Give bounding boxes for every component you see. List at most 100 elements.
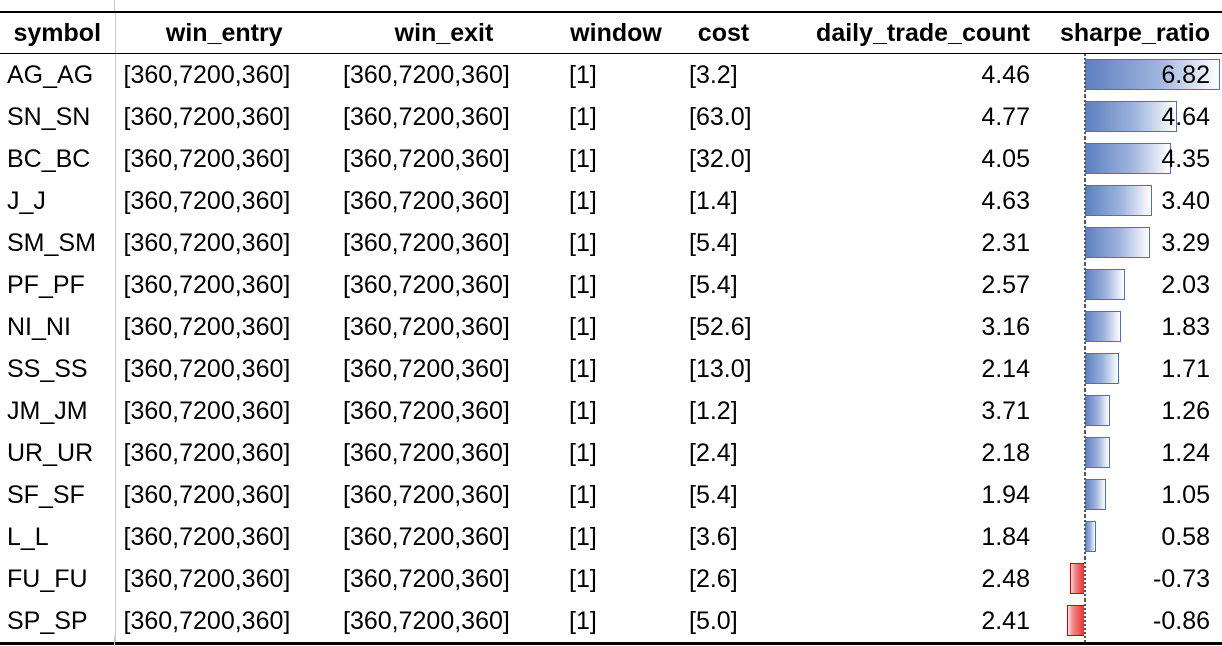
- sharpe-value: 1.24: [1161, 439, 1210, 467]
- sharpe-axis-line: [1084, 96, 1086, 138]
- table-row[interactable]: UR_UR [360,7200,360] [360,7200,360] [1] [2.4…: [0, 432, 1222, 474]
- sharpe-bar-positive: [1085, 143, 1172, 174]
- cell-window: [1]: [569, 438, 597, 467]
- cell-window: [1]: [569, 228, 597, 257]
- cell-window: [1]: [569, 522, 597, 551]
- table-row[interactable]: SF_SF [360,7200,360] [360,7200,360] [1] [5.4…: [0, 474, 1222, 516]
- cell-win-exit: [360,7200,360]: [343, 312, 510, 341]
- cell-win-exit: [360,7200,360]: [343, 102, 510, 131]
- cell-symbol: SP_SP: [0, 600, 116, 645]
- cell-symbol: JM_JM: [0, 390, 116, 432]
- table-row[interactable]: AG_AG [360,7200,360] [360,7200,360] [1] [3.2…: [0, 53, 1222, 96]
- sharpe-bar-negative: [1069, 563, 1084, 594]
- cell-win-exit: [360,7200,360]: [333, 600, 555, 645]
- cell-daily-trade-count: 2.18: [981, 438, 1030, 467]
- cell-window: [1]: [569, 312, 597, 341]
- cell-window: [1]: [569, 144, 597, 173]
- header-win-exit[interactable]: win_exit: [333, 11, 555, 54]
- cell-sharpe-ratio: 3.29: [1042, 222, 1222, 264]
- table-row[interactable]: J_J [360,7200,360] [360,7200,360] [1] [1.4] 4…: [0, 180, 1222, 222]
- cell-symbol: SS_SS: [0, 348, 116, 390]
- cell-daily-trade-count: 3.71: [981, 396, 1030, 425]
- cell-cost: [32.0]: [689, 144, 752, 173]
- table-row[interactable]: FU_FU [360,7200,360] [360,7200,360] [1] [2.6…: [0, 558, 1222, 600]
- cell-win-exit: [360,7200,360]: [343, 186, 510, 215]
- sharpe-bar-positive: [1085, 101, 1177, 132]
- sharpe-axis-line: [1084, 348, 1086, 390]
- cell-win-entry: [360,7200,360]: [123, 60, 291, 89]
- cell-cost: [5.0]: [677, 600, 770, 645]
- cell-symbol: SN_SN: [0, 96, 116, 138]
- sharpe-value: -0.73: [1153, 565, 1210, 593]
- column-divider-top: [114, 0, 115, 12]
- results-table: symbol win_entry win_exit window cost da…: [0, 11, 1222, 645]
- table-row[interactable]: SP_SP [360,7200,360] [360,7200,360] [1] [5.0…: [0, 600, 1222, 645]
- header-window[interactable]: window: [555, 11, 677, 54]
- sharpe-bar-positive: [1085, 59, 1220, 90]
- sharpe-bar-positive: [1085, 521, 1097, 552]
- cell-win-entry: [360,7200,360]: [123, 354, 291, 383]
- cell-daily-trade-count: 4.63: [981, 186, 1030, 215]
- cell-daily-trade-count: 2.31: [981, 228, 1030, 257]
- cell-symbol: UR_UR: [0, 432, 116, 474]
- cell-win-exit: [360,7200,360]: [343, 354, 510, 383]
- cell-win-exit: [360,7200,360]: [343, 480, 510, 509]
- sharpe-axis-line: [1084, 516, 1086, 558]
- sharpe-axis-line: [1084, 264, 1086, 306]
- cell-window: [1]: [569, 102, 597, 131]
- cell-win-exit: [360,7200,360]: [343, 270, 510, 299]
- cell-cost: [2.4]: [689, 438, 738, 467]
- cell-daily-trade-count: 1.94: [981, 480, 1030, 509]
- cell-win-entry: [360,7200,360]: [123, 102, 291, 131]
- sharpe-value: 3.29: [1161, 229, 1210, 257]
- cell-cost: [2.6]: [689, 564, 738, 593]
- sharpe-bar-positive: [1085, 311, 1122, 342]
- cell-symbol: BC_BC: [0, 138, 116, 180]
- cell-symbol: J_J: [0, 180, 116, 222]
- table-row[interactable]: SM_SM [360,7200,360] [360,7200,360] [1] [5.4…: [0, 222, 1222, 264]
- cell-cost: [52.6]: [689, 312, 752, 341]
- header-daily-trade-count[interactable]: daily_trade_count: [770, 11, 1042, 54]
- table-row[interactable]: PF_PF [360,7200,360] [360,7200,360] [1] [5.4…: [0, 264, 1222, 306]
- table-row[interactable]: L_L [360,7200,360] [360,7200,360] [1] [3.6] 1…: [0, 516, 1222, 558]
- sharpe-value: 1.71: [1161, 355, 1210, 383]
- cell-win-exit: [360,7200,360]: [343, 396, 510, 425]
- table-row[interactable]: JM_JM [360,7200,360] [360,7200,360] [1] [1.2…: [0, 390, 1222, 432]
- table-row[interactable]: SS_SS [360,7200,360] [360,7200,360] [1] [13.…: [0, 348, 1222, 390]
- cell-window: [1]: [569, 186, 597, 215]
- cell-win-entry: [360,7200,360]: [123, 522, 291, 551]
- sharpe-axis-line: [1084, 180, 1086, 222]
- header-sharpe-ratio[interactable]: sharpe_ratio: [1042, 11, 1222, 54]
- cell-sharpe-ratio: 0.58: [1042, 516, 1222, 558]
- cell-sharpe-ratio: 1.05: [1042, 474, 1222, 516]
- table-row[interactable]: SN_SN [360,7200,360] [360,7200,360] [1] [63.…: [0, 96, 1222, 138]
- cell-sharpe-ratio: -0.86: [1042, 600, 1222, 645]
- sharpe-axis-line: [1084, 390, 1086, 432]
- cell-window: [1]: [569, 354, 597, 383]
- header-cost[interactable]: cost: [677, 11, 770, 54]
- cell-sharpe-ratio: 6.82: [1042, 54, 1222, 96]
- cell-sharpe-ratio: 1.24: [1042, 432, 1222, 474]
- header-row: symbol win_entry win_exit window cost da…: [0, 11, 1222, 54]
- cell-win-exit: [360,7200,360]: [343, 144, 510, 173]
- sharpe-bar-positive: [1085, 353, 1119, 384]
- cell-cost: [5.4]: [689, 480, 738, 509]
- cell-cost: [1.2]: [689, 396, 738, 425]
- sharpe-bar-positive: [1085, 395, 1110, 426]
- cell-daily-trade-count: 4.46: [981, 60, 1030, 89]
- sharpe-bar-negative: [1066, 605, 1084, 636]
- cell-window: [1]: [569, 396, 597, 425]
- header-symbol[interactable]: symbol: [0, 11, 116, 54]
- cell-win-exit: [360,7200,360]: [343, 438, 510, 467]
- table-body: AG_AG [360,7200,360] [360,7200,360] [1] [3.2…: [0, 53, 1222, 645]
- table-row[interactable]: BC_BC [360,7200,360] [360,7200,360] [1] [32.…: [0, 138, 1222, 180]
- sharpe-value: 1.26: [1161, 397, 1210, 425]
- cell-symbol: SM_SM: [0, 222, 116, 264]
- sharpe-value: 0.58: [1161, 523, 1210, 551]
- sharpe-value: 4.64: [1161, 103, 1210, 131]
- table-row[interactable]: NI_NI [360,7200,360] [360,7200,360] [1] [52.…: [0, 306, 1222, 348]
- cell-win-exit: [360,7200,360]: [343, 564, 510, 593]
- header-win-entry[interactable]: win_entry: [115, 11, 333, 54]
- cell-symbol: SF_SF: [0, 474, 116, 516]
- cell-sharpe-ratio: 1.71: [1042, 348, 1222, 390]
